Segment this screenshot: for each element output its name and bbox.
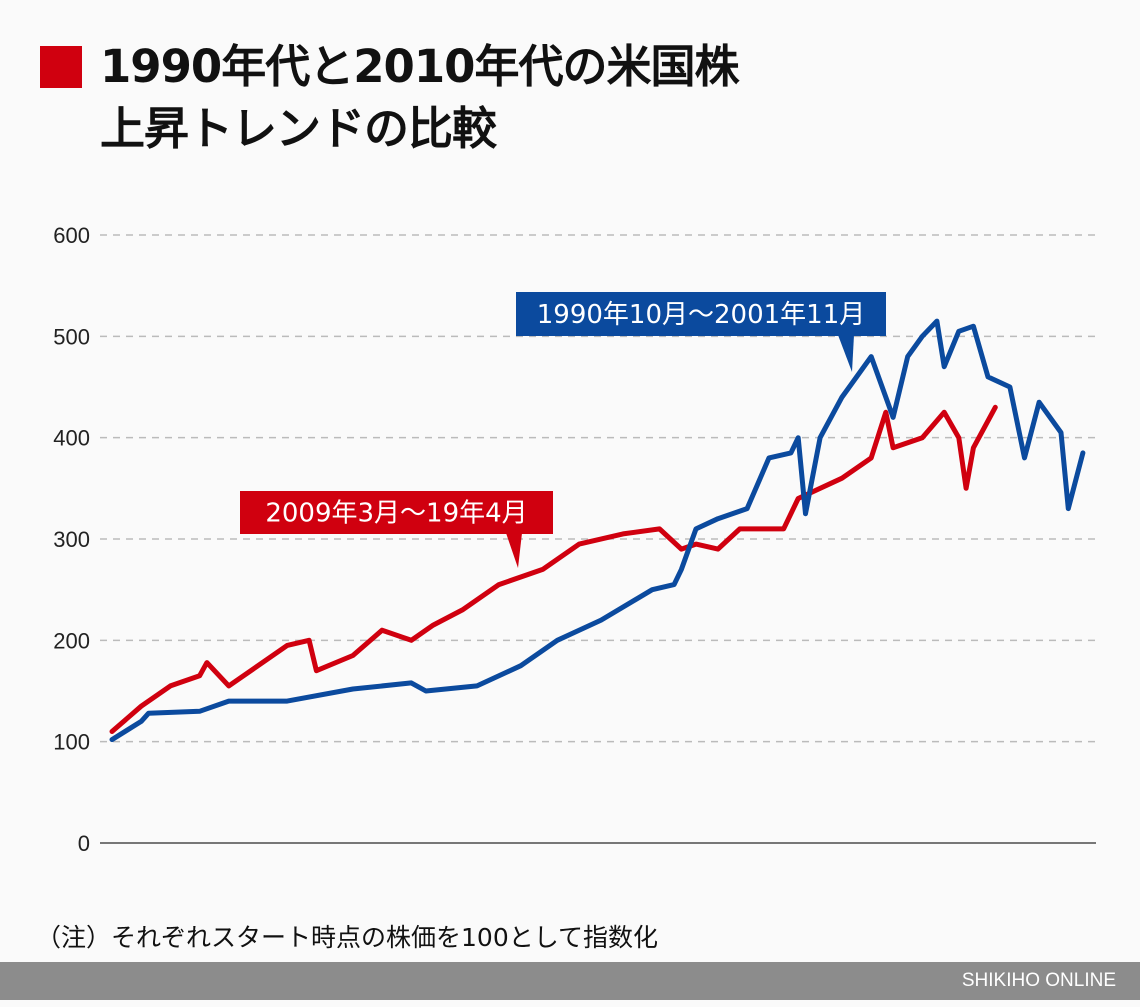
callout-pointer — [838, 335, 854, 372]
title-line-2: 上昇トレンドの比較 — [100, 102, 497, 155]
y-tick-label: 500 — [53, 324, 90, 349]
y-tick-label: 400 — [53, 426, 90, 451]
y-tick-label: 100 — [53, 730, 90, 755]
series-line-1 — [109, 404, 998, 734]
callout-box — [240, 491, 553, 534]
callout-box — [516, 292, 886, 336]
y-tick-label: 0 — [78, 831, 90, 856]
y-tick-label: 600 — [53, 223, 90, 248]
line-chart: 0 100 200 300 400 500 600 1990年10月～2001年11月 2009… — [53, 223, 1096, 856]
y-tick-label: 300 — [53, 527, 90, 552]
callout-pointer — [506, 533, 522, 568]
series-line-0 — [109, 318, 1086, 743]
callout-label: 2009年3月～19年4月 — [265, 499, 527, 529]
y-tick-label: 200 — [53, 628, 90, 653]
title-marker — [40, 46, 82, 88]
callout-label: 1990年10月～2001年11月 — [537, 300, 866, 330]
footnote: （注）それぞれスタート時点の株価を100として指数化 — [36, 923, 658, 952]
chart-title: 1990年代と2010年代の米国株 上昇トレンドの比較 — [100, 36, 739, 160]
title-line-1: 1990年代と2010年代の米国株 — [100, 40, 739, 93]
footer-bar: SHIKIHO ONLINE — [0, 962, 1140, 1000]
brand-label: SHIKIHO ONLINE — [961, 970, 1116, 991]
